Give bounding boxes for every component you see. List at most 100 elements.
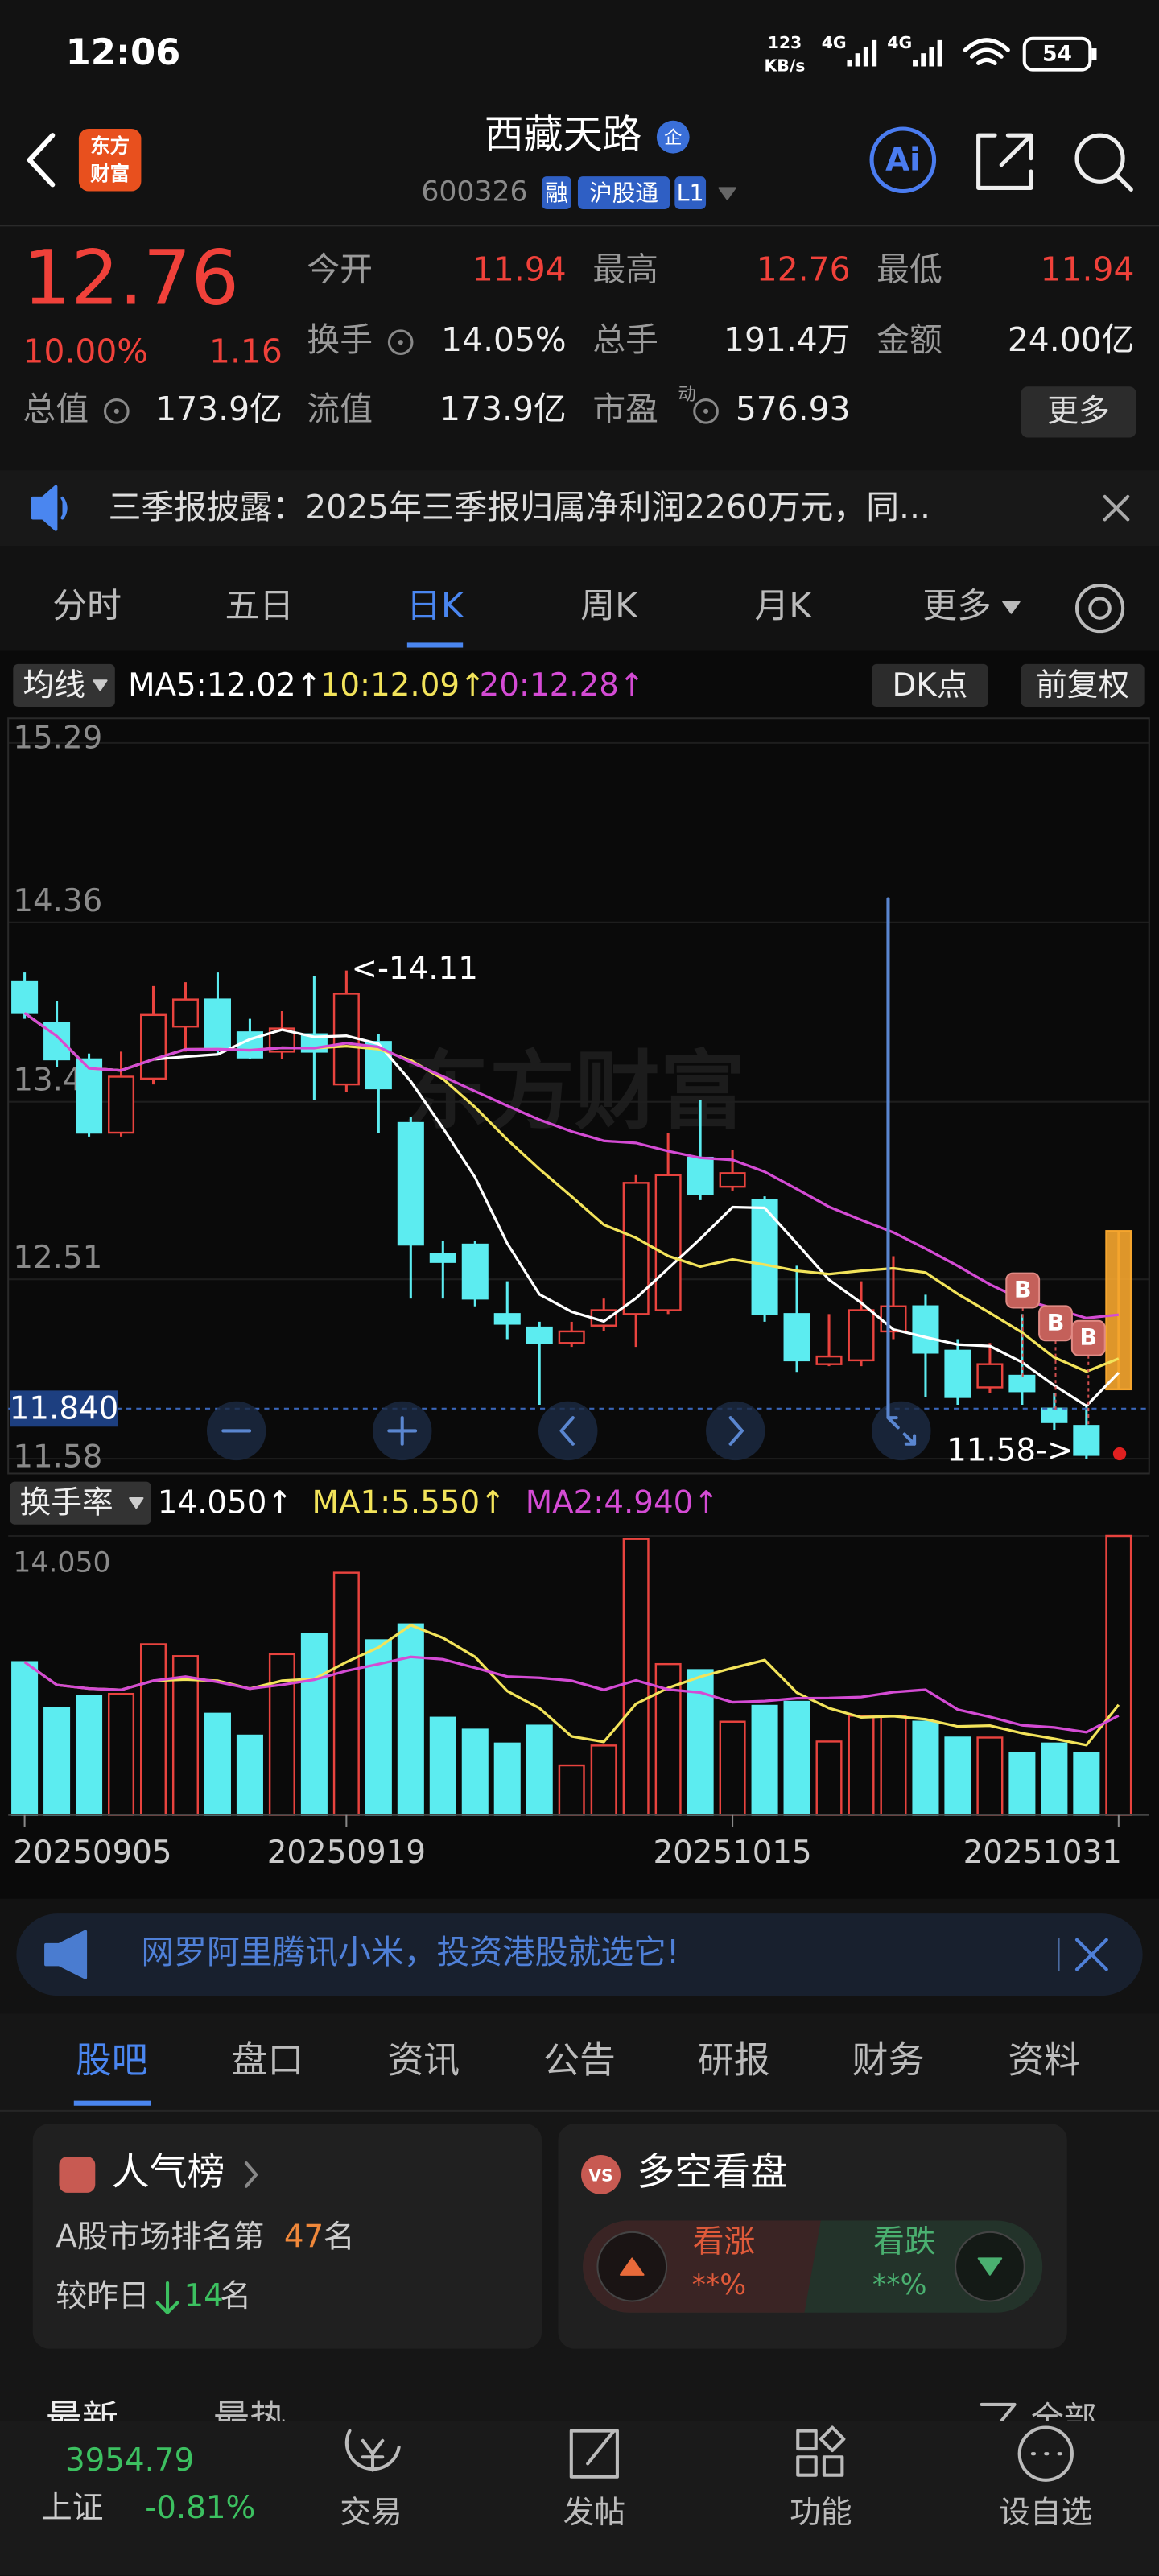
net-speed-unit: KB/s: [765, 56, 806, 75]
candle-body: [880, 1305, 907, 1333]
section-tab[interactable]: 资讯: [387, 2039, 460, 2082]
candle-body: [944, 1349, 971, 1398]
volume-bar: [365, 1639, 392, 1816]
section-tab[interactable]: 资料: [1008, 2039, 1080, 2082]
volume-bar: [526, 1724, 553, 1816]
volume-bar: [976, 1736, 1004, 1816]
more-button: [1021, 386, 1136, 438]
field-value: 12.76: [757, 250, 851, 288]
period-tab[interactable]: 日K: [406, 586, 464, 626]
nav-item[interactable]: 设自选: [999, 2495, 1092, 2531]
chart-button-text[interactable]: DK点: [892, 667, 967, 704]
volume-bar: [558, 1764, 585, 1816]
candle-body: [1008, 1374, 1036, 1393]
signal-bar: [921, 53, 926, 67]
section-tab[interactable]: 盘口: [232, 2039, 304, 2082]
ad-banner[interactable]: [16, 1913, 1143, 1996]
volume-bar: [751, 1704, 778, 1816]
nav-item[interactable]: 发帖: [563, 2495, 626, 2531]
ma-line: [23, 1012, 1119, 1320]
settings-button: [1074, 584, 1125, 634]
section-tab[interactable]: 研报: [698, 2039, 770, 2082]
bull-label: 看涨: [693, 2224, 755, 2260]
price: 12.76: [23, 235, 240, 323]
chart-button-text[interactable]: 前复权: [1036, 667, 1129, 704]
signal-bar: [937, 39, 942, 67]
period-tab[interactable]: 五日: [225, 586, 294, 626]
volume-bar: [880, 1715, 907, 1816]
nav-item[interactable]: 交易: [340, 2495, 402, 2531]
indicator-box: [10, 1481, 151, 1525]
indicator-select[interactable]: 换手率: [19, 1485, 113, 1521]
period-tab[interactable]: 月K: [754, 586, 812, 626]
candle-body: [976, 1363, 1004, 1389]
field-value: 11.94: [472, 250, 567, 288]
field-label: 总值: [23, 390, 89, 428]
x-tick-label: 20251015: [653, 1835, 811, 1871]
indicator-select[interactable]: 均线: [23, 667, 86, 704]
period-tab[interactable]: 周K: [580, 586, 638, 626]
bear-label: 看跌: [873, 2224, 936, 2260]
field-value: 11.94: [1041, 250, 1135, 288]
chart-nav-icon: [886, 897, 917, 1446]
volume-bar: [236, 1734, 263, 1816]
volume-bar: [1008, 1752, 1036, 1816]
news-text[interactable]: 三季报披露：2025年三季报归属净利润2260万元，同...: [109, 488, 930, 526]
popularity-icon: [59, 2156, 96, 2193]
more-button-text[interactable]: 更多: [1047, 393, 1110, 429]
chart-nav-button[interactable]: [706, 1401, 765, 1461]
volume-bar: [1105, 1534, 1132, 1816]
candle-body: [687, 1156, 714, 1195]
change-pct: 10.00%: [23, 332, 149, 370]
index-value: 3954.79: [65, 2442, 194, 2479]
period-tab[interactable]: 更多: [922, 586, 992, 626]
candle-body: [11, 980, 39, 1014]
badge-text: 融: [545, 180, 568, 207]
field-label: 最高: [592, 250, 658, 288]
candle-body: [1073, 1425, 1100, 1456]
candle-body: [204, 998, 231, 1049]
badge: [674, 176, 707, 209]
nav-icon: [1017, 2425, 1074, 2482]
section-tab[interactable]: 股吧: [76, 2039, 148, 2082]
tag-badge: [656, 120, 690, 154]
volume-bar: [719, 1720, 746, 1816]
tab-underline: [406, 642, 464, 648]
section-tab[interactable]: 公告: [543, 2039, 616, 2082]
popularity-card[interactable]: [32, 2124, 542, 2349]
ai-button: [869, 126, 937, 194]
y-tick-label: 14.36: [13, 883, 102, 919]
section-tab[interactable]: 财务: [852, 2039, 925, 2082]
plot-border: [7, 717, 1150, 1475]
bear-value: **%: [872, 2269, 927, 2301]
period-tab[interactable]: 分时: [52, 586, 122, 626]
bear-arrow: [977, 2257, 1003, 2276]
info-icon-dot: [113, 408, 119, 414]
ad-text: 网罗阿里腾讯小米，投资港股就选它!: [141, 1933, 679, 1971]
nav-item[interactable]: 功能: [790, 2495, 852, 2531]
info-icon-dot: [398, 340, 403, 345]
candle-body: [139, 1013, 167, 1080]
ma-label: MA5:12.02↑: [128, 667, 322, 704]
chart-nav-button[interactable]: [538, 1401, 598, 1461]
volume-label: MA2:4.940↑: [526, 1485, 720, 1521]
candle-body: [108, 1075, 135, 1134]
signal-text: B: [1014, 1276, 1032, 1303]
chart-button: [872, 663, 988, 707]
battery: [1022, 36, 1092, 72]
bull-arrow: [619, 2257, 645, 2276]
candle-body: [1041, 1407, 1068, 1423]
field-label: 今开: [307, 250, 373, 288]
candle-body: [558, 1330, 585, 1344]
y-tick-label: 11.58: [13, 1439, 102, 1476]
current-price-box: [10, 1390, 118, 1427]
volume-bar: [108, 1692, 135, 1816]
chart-nav-button[interactable]: [872, 1401, 931, 1461]
indicator-box: [13, 663, 115, 707]
watermark: 东方财富: [404, 1043, 745, 1142]
volume-bar: [268, 1653, 295, 1816]
volume-bar: [493, 1742, 521, 1816]
ai-button-text[interactable]: Ai: [885, 142, 920, 178]
down-arrow: [155, 2281, 179, 2314]
